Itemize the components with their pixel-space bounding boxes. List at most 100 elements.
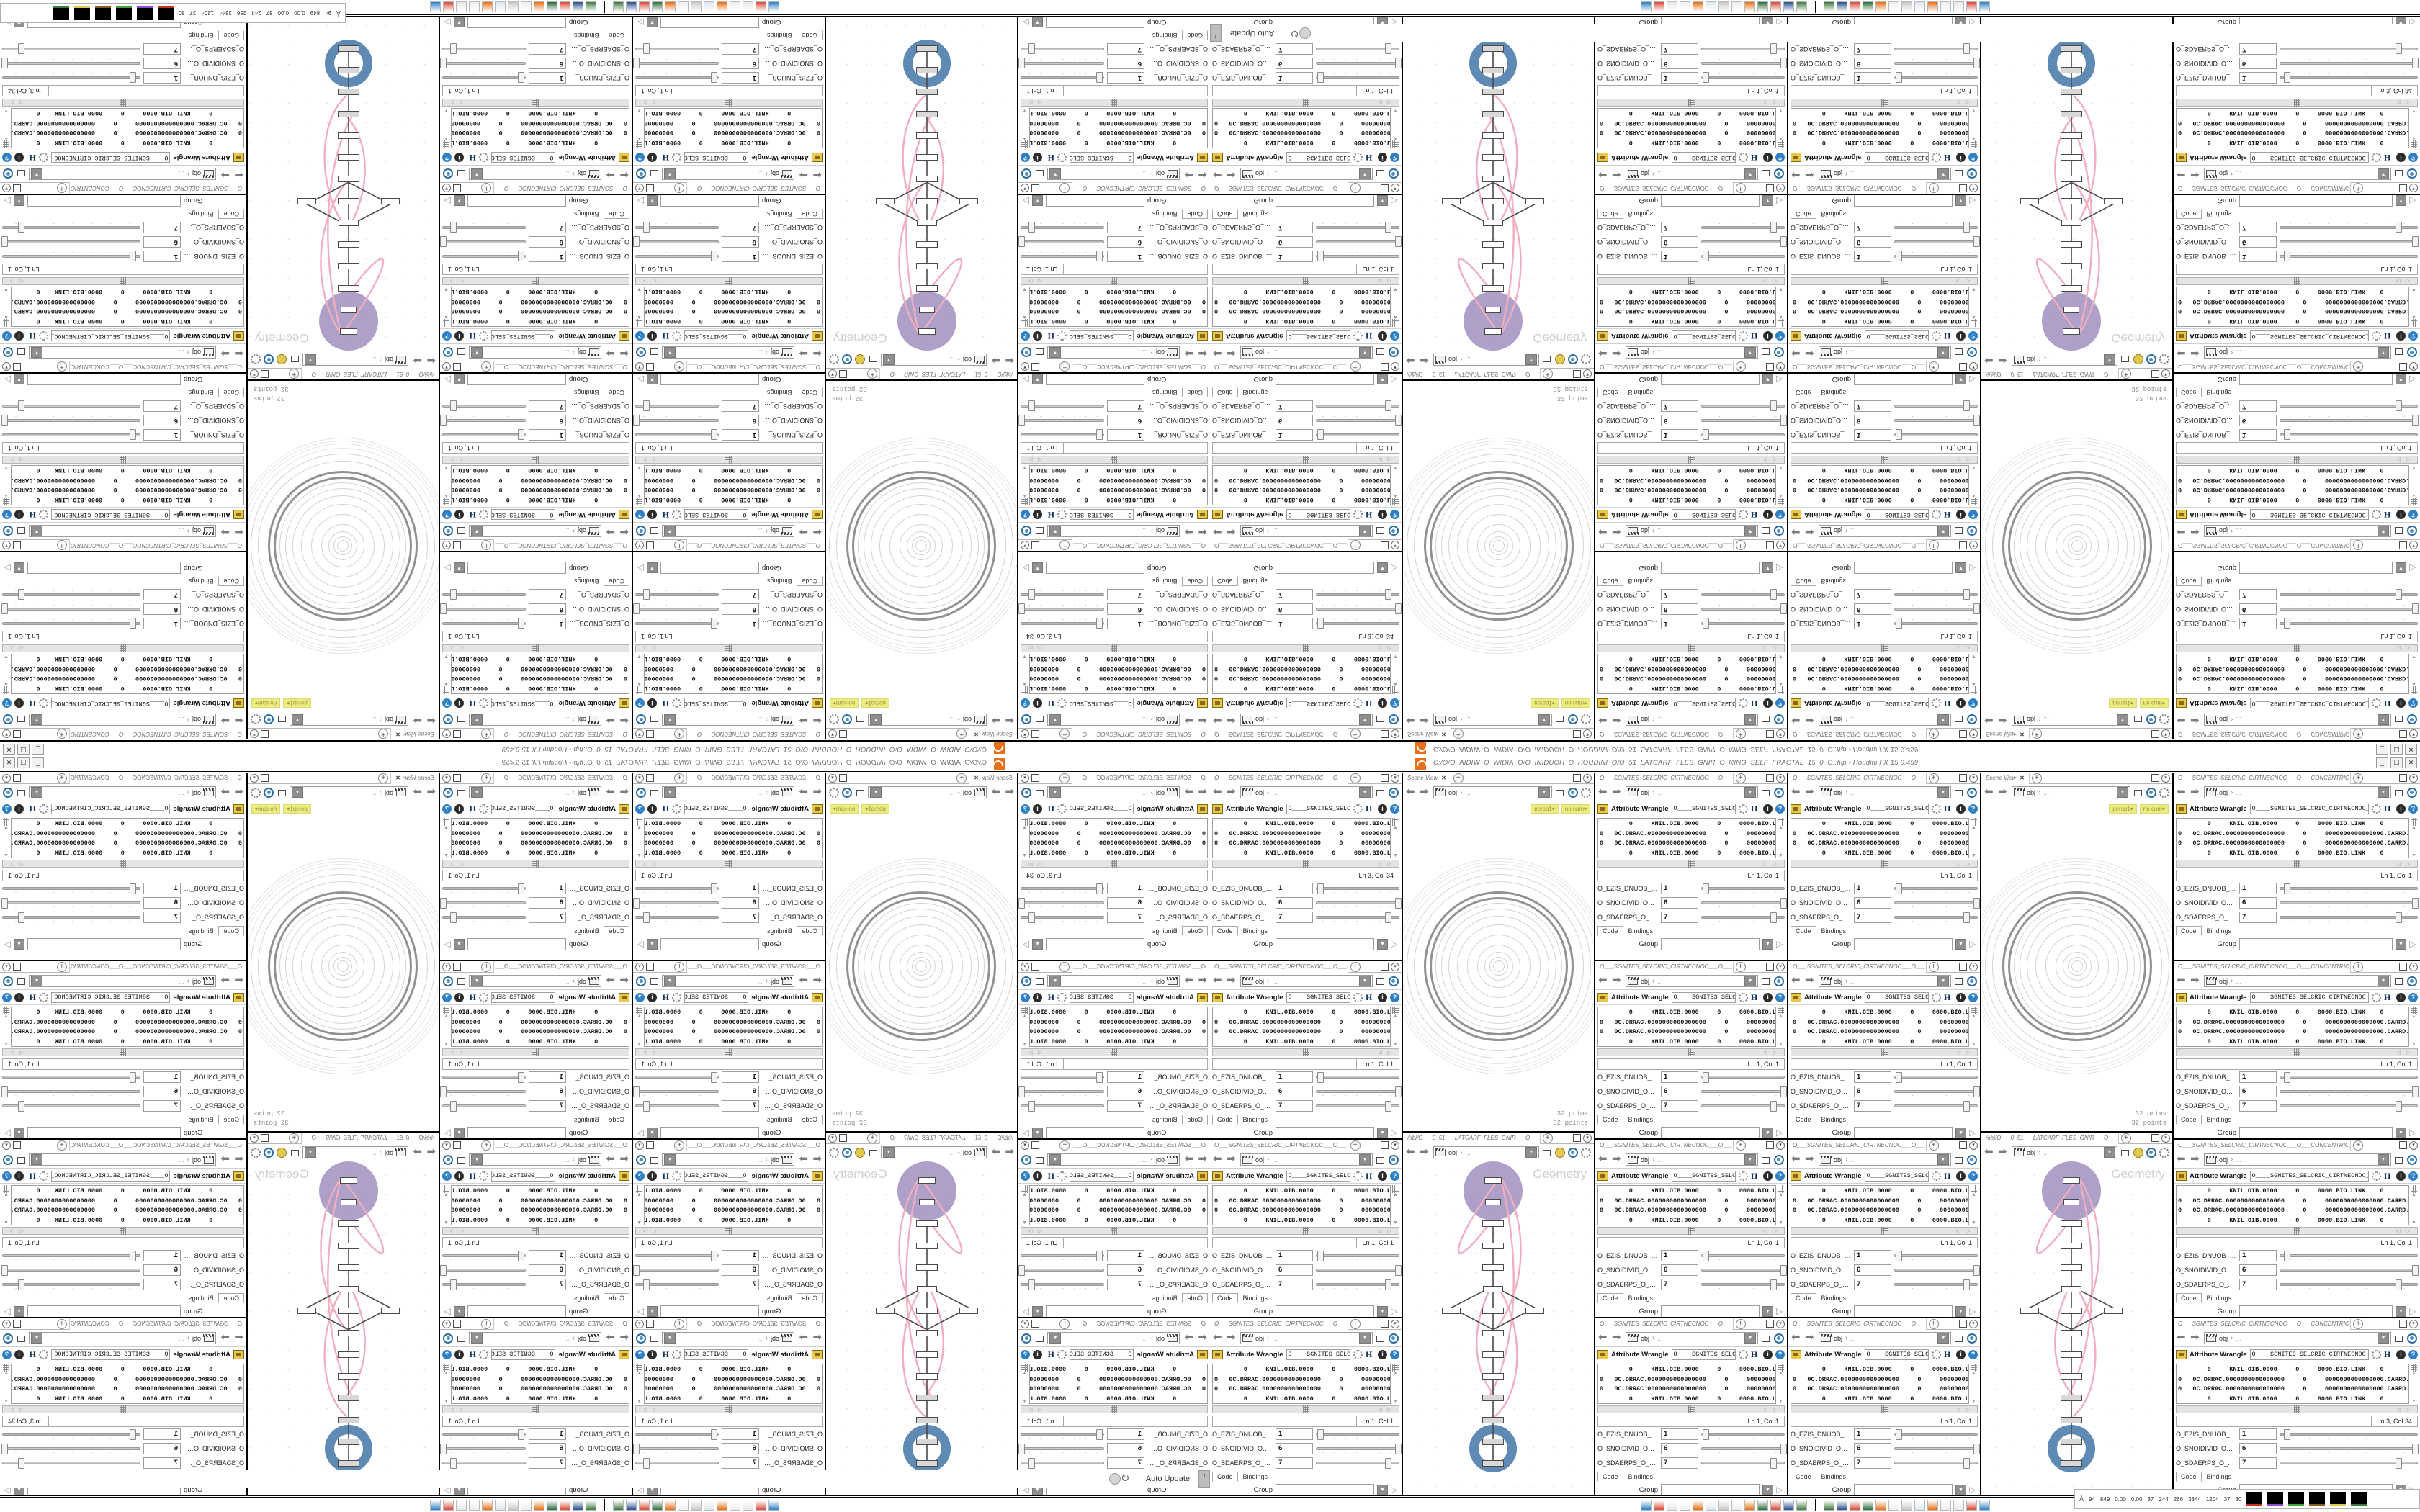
blue-icon[interactable] — [1568, 1147, 1578, 1158]
parameter-value-input[interactable]: 1 — [1107, 1071, 1144, 1083]
parameter-slider[interactable] — [2, 429, 140, 441]
scroll-grip-icon[interactable] — [2411, 498, 2417, 505]
back-arrow-icon[interactable]: ⬅ — [1198, 785, 1207, 798]
slider-handle[interactable] — [450, 222, 457, 233]
node-name-input[interactable]: O____SGNITES_SELCRIC_CIRTNECNOC____0____… — [2249, 330, 2369, 342]
panel-tab[interactable]: O___SGNITES_SELCRIC_CIRTNECNOC___O___CON… — [2174, 182, 2352, 194]
back-arrow-icon[interactable]: ⬅ — [619, 973, 629, 986]
parameter-slider[interactable] — [633, 1264, 719, 1276]
slider-handle[interactable] — [1780, 1444, 1787, 1454]
window-maximize-button[interactable]: ☐ — [17, 744, 30, 755]
scroll-down-icon[interactable]: ▼ — [4, 287, 9, 292]
slider-handle[interactable] — [1702, 1072, 1709, 1083]
slider-handle[interactable] — [17, 912, 24, 923]
code-horizontal-scrollbar[interactable]: ◁▷ — [1791, 277, 1978, 285]
panel-tab[interactable]: O___SGNITES_SELCRIC_CIRTNECNOC___O___CON… — [493, 961, 632, 973]
code-vertical-scrollbar[interactable]: ▲ ▼ — [1970, 1185, 1978, 1225]
maximize-pane-icon[interactable] — [453, 184, 461, 193]
houdini-h-icon[interactable]: H — [469, 991, 476, 1002]
houdini-h-icon[interactable]: H — [2384, 331, 2391, 342]
code-editor-text[interactable]: 0 KNIL.OIB.0000 0 0000.BIO.LINK 0 0 0C.D… — [1597, 654, 1776, 694]
code-vertical-scrollbar[interactable]: ▲ ▼ — [1021, 287, 1028, 327]
code-horizontal-scrollbar[interactable]: ◁▷ — [2176, 644, 2418, 652]
scroll-grip-icon[interactable] — [1881, 1227, 1888, 1235]
scroll-arrows-icon[interactable]: ◁▷ — [1956, 1050, 1976, 1056]
parameter-slider[interactable] — [1701, 912, 1785, 923]
slider-handle[interactable] — [1, 415, 8, 426]
code-editor-text[interactable]: 0 KNIL.OIB.0000 0 0000.BIO.LINK 0 0 0C.D… — [11, 1185, 244, 1225]
no-cam-badge[interactable]: no cam▾ — [251, 698, 281, 708]
group-dropdown-button[interactable]: ▼ — [1032, 374, 1043, 385]
blue-icon[interactable] — [1021, 787, 1031, 798]
houdini-h-icon[interactable]: H — [662, 510, 669, 521]
slider-handle[interactable] — [1963, 589, 1970, 600]
panel-tab[interactable]: O___SGNITES_SELCRIC_CIRTNECNOC___O___CON… — [1072, 773, 1210, 784]
group-picker-icon[interactable]: ▷ — [637, 1306, 644, 1316]
slider-handle[interactable] — [1770, 1279, 1777, 1290]
code-horizontal-scrollbar[interactable]: ◁▷ — [2, 1405, 244, 1413]
parameter-value-input[interactable]: 1 — [1107, 883, 1144, 894]
gear-icon[interactable] — [1739, 1171, 1748, 1181]
slider-handle[interactable] — [130, 429, 137, 440]
parameter-value-input[interactable]: 7 — [143, 589, 181, 600]
scroll-down-icon[interactable]: ▼ — [4, 654, 9, 659]
network-node[interactable] — [918, 1177, 936, 1184]
taskbar-icon-calc-icon[interactable] — [704, 1499, 715, 1511]
parameter-value-input[interactable]: 1 — [1661, 1071, 1698, 1083]
code-vertical-scrollbar[interactable]: ▲ ▼ — [1392, 818, 1399, 858]
scroll-arrows-icon[interactable]: ◁▷ — [1378, 1050, 1397, 1056]
help-icon[interactable]: ? — [2, 153, 12, 163]
group-picker-icon[interactable]: ▷ — [1022, 196, 1029, 206]
scroll-arrows-icon[interactable]: ◁▷ — [1378, 645, 1397, 651]
group-picker-icon[interactable]: ▷ — [1022, 939, 1029, 949]
tab-code[interactable]: Code — [2176, 209, 2202, 219]
maximize-pane-icon[interactable] — [1573, 730, 1581, 739]
code-editor-text[interactable]: 0 KNIL.OIB.0000 0 0000.BIO.LINK 0 0 0C.D… — [451, 654, 629, 694]
pin-icon[interactable] — [16, 169, 26, 179]
add-tab-button[interactable]: + — [56, 1318, 67, 1329]
pin-icon[interactable] — [456, 169, 466, 179]
houdini-h-icon[interactable]: H — [1047, 1349, 1054, 1359]
scroll-grip-icon[interactable] — [1302, 277, 1309, 285]
path-dropdown-button[interactable]: ▼ — [31, 976, 42, 986]
houdini-h-icon[interactable]: H — [1366, 1349, 1373, 1359]
scroll-down-icon[interactable]: ▼ — [2411, 287, 2416, 292]
scroll-arrows-icon[interactable]: ◁▷ — [2396, 278, 2416, 284]
pane-menu-icon[interactable]: ▾ — [1021, 962, 1029, 971]
parameter-value-input[interactable]: 7 — [722, 1457, 759, 1469]
group-picker-icon[interactable]: ▷ — [444, 374, 451, 384]
panel-tab[interactable]: O___SGNITES_SELCRIC_CIRTNECNOC___O___CON… — [1072, 539, 1210, 551]
pane-menu-icon[interactable]: ▾ — [2, 541, 11, 550]
back-arrow-icon[interactable]: ⬅ — [1198, 1331, 1207, 1344]
add-tab-button[interactable]: + — [867, 369, 878, 379]
scroll-down-icon[interactable]: ▼ — [1393, 1399, 1398, 1404]
code-editor-text[interactable]: 0 KNIL.OIB.0000 0 0000.BIO.LINK 0 0 0C.D… — [1212, 108, 1391, 148]
slider-handle[interactable] — [1780, 898, 1787, 909]
parameter-slider[interactable] — [1316, 222, 1399, 233]
group-dropdown-button[interactable]: ▼ — [1377, 374, 1388, 385]
path-input[interactable]: obj ›... ▼ — [662, 168, 794, 180]
pin-icon[interactable] — [290, 1148, 300, 1158]
slider-handle[interactable] — [1317, 429, 1324, 440]
gear-icon[interactable] — [672, 1171, 681, 1181]
forward-arrow-icon[interactable]: ➡ — [413, 785, 422, 798]
code-vertical-scrollbar[interactable]: ▲ ▼ — [1777, 287, 1785, 327]
taskbar-icon-window-icon[interactable] — [430, 1, 442, 13]
code-editor-text[interactable]: 0 KNIL.OIB.0000 0 0000.BIO.LINK 0 0 0C.D… — [11, 1364, 244, 1404]
back-arrow-icon[interactable]: ⬅ — [1791, 785, 1801, 798]
gear-icon[interactable] — [1739, 331, 1748, 341]
help-icon[interactable]: ? — [2408, 153, 2418, 163]
parameter-value-input[interactable]: 7 — [529, 222, 566, 233]
slider-handle[interactable] — [17, 222, 24, 233]
info-icon[interactable]: i — [454, 992, 464, 1002]
code-horizontal-scrollbar[interactable]: ◁▷ — [635, 644, 823, 652]
code-vertical-scrollbar[interactable]: ▲ ▼ — [2, 818, 10, 858]
path-dropdown-button[interactable]: ▼ — [31, 714, 42, 725]
scroll-grip-icon[interactable] — [1392, 1007, 1399, 1014]
parameter-value-input[interactable]: 7 — [722, 589, 759, 600]
panel-tab[interactable]: O___SGNITES_SELCRIC_CIRTNECNOC___O___CON… — [493, 539, 632, 551]
scroll-down-icon[interactable]: ▼ — [1022, 108, 1027, 113]
scroll-grip-icon[interactable] — [1021, 498, 1028, 505]
parameter-slider[interactable] — [1701, 883, 1785, 894]
add-tab-button[interactable]: + — [674, 729, 685, 739]
